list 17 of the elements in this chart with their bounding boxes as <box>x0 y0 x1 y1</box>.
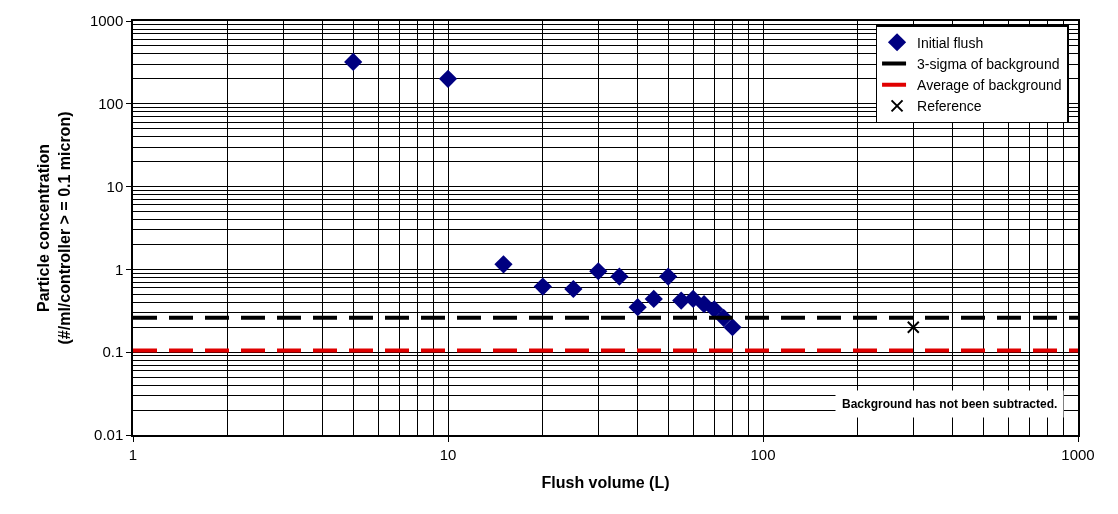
y-tick-label: 0.01 <box>94 426 124 444</box>
x-tick-label: 1 <box>128 445 138 463</box>
y-tick-label: 1 <box>114 260 124 278</box>
y-axis-title: Particle concentration (#/ml/controller > = 0.1 micron) <box>35 111 74 345</box>
legend-label: Initial flush <box>917 34 984 51</box>
x-tick-label: 1000 <box>1061 445 1095 463</box>
legend-label: Average of background <box>917 77 1062 94</box>
x-tick-label: 10 <box>439 445 457 463</box>
x-tick-label: 100 <box>750 445 776 463</box>
legend-label: Reference <box>917 98 982 115</box>
y-tick-label: 0.1 <box>102 343 124 361</box>
y-tick-label: 100 <box>98 95 124 113</box>
y-tick-label: 10 <box>106 177 124 195</box>
annotation: Background has not been subtracted. <box>842 397 1058 411</box>
x-axis-title: Flush volume (L) <box>541 473 670 491</box>
legend-label: 3-sigma of background <box>917 55 1060 72</box>
y-tick-label: 1000 <box>89 12 124 30</box>
